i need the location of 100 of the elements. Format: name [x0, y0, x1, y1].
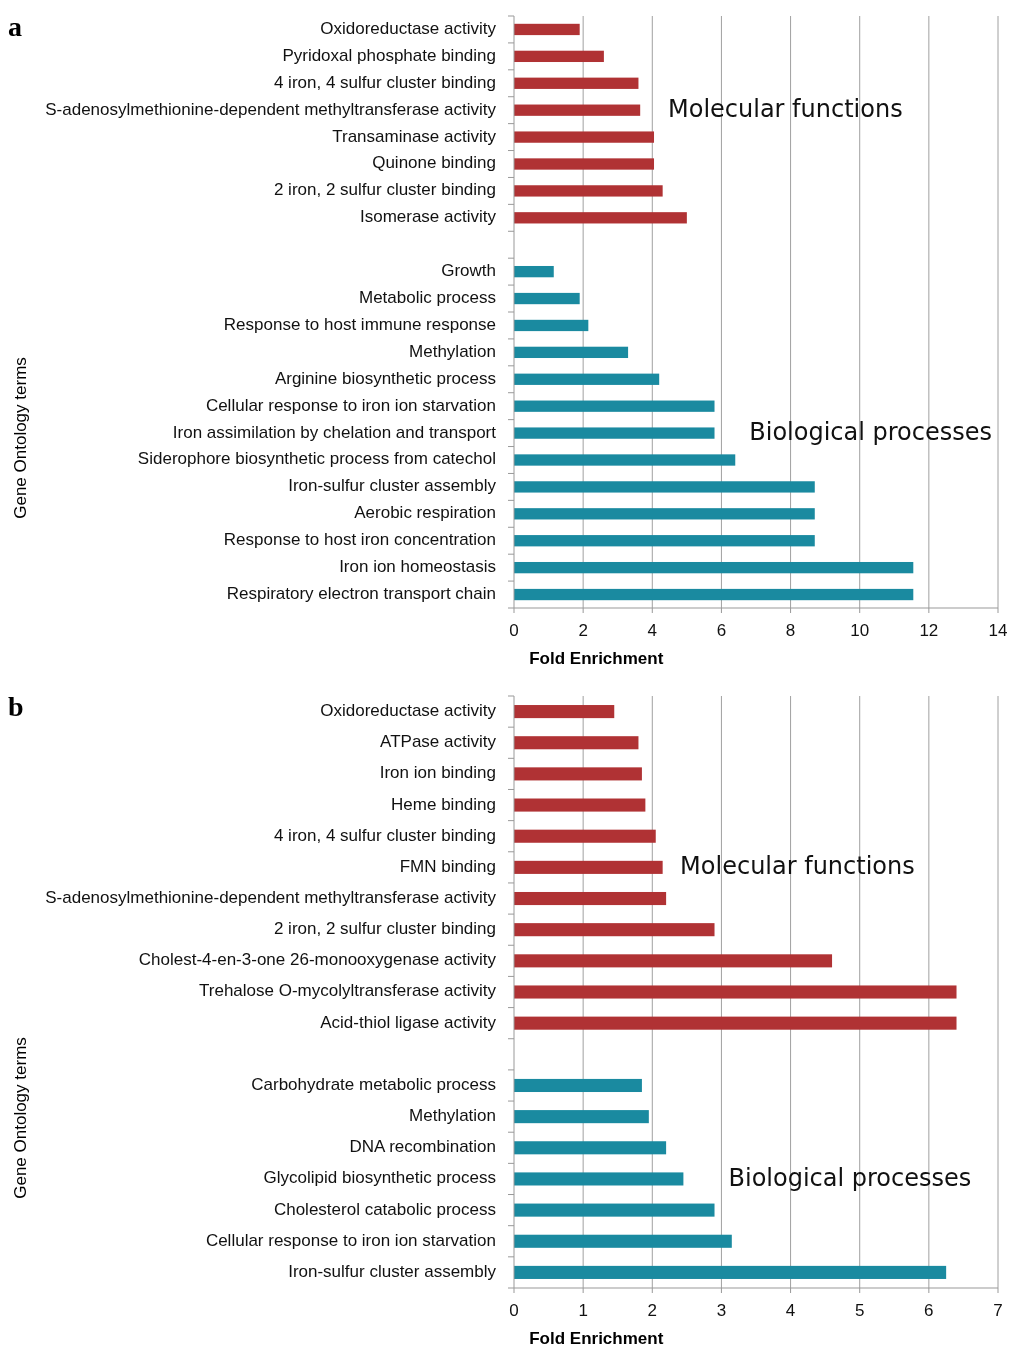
y-tick-label: Pyridoxal phosphate binding: [282, 45, 496, 65]
y-tick-label: Growth: [441, 261, 496, 281]
x-tick-label: 6: [716, 621, 727, 640]
bar: [514, 346, 629, 359]
y-tick-label: Oxidoreductase activity: [320, 701, 497, 721]
bar: [514, 77, 639, 89]
bar: [514, 185, 663, 197]
y-tick-label: Siderophore biosynthetic process from catechol: [137, 449, 496, 469]
x-tick-label: 8: [785, 621, 796, 640]
bar: [514, 923, 715, 937]
x-axis-title: Fold Enrichment: [529, 1329, 664, 1348]
y-tick-label: Carbohydrate metabolic process: [251, 1074, 496, 1094]
y-tick-label: Transaminase activity: [332, 126, 497, 146]
series-label: Biological processes: [749, 418, 993, 447]
y-tick-label: 2 iron, 2 sulfur cluster binding: [273, 180, 496, 200]
bar: [514, 860, 663, 874]
bar: [514, 1172, 684, 1186]
bar: [514, 1141, 667, 1155]
x-tick-label: 4: [647, 621, 658, 640]
text: a: [8, 11, 22, 42]
y-tick-label: ATPase activity: [380, 732, 497, 752]
bar: [514, 1234, 732, 1248]
bar: [514, 798, 646, 812]
x-tick-label: 1: [578, 1301, 588, 1320]
bar: [514, 158, 655, 170]
y-tick-label: DNA recombination: [349, 1137, 496, 1157]
y-tick-label: 4 iron, 4 sulfur cluster binding: [273, 825, 496, 845]
x-tick-label: 14: [988, 621, 1008, 640]
bar: [514, 104, 641, 116]
bar: [514, 561, 914, 574]
bar: [514, 1078, 642, 1093]
bar: [514, 400, 715, 412]
y-tick-label: Iron assimilation by chelation and transport: [172, 422, 497, 442]
y-tick-label: Metabolic process: [358, 288, 496, 308]
y-tick-label: Iron ion homeostasis: [339, 557, 496, 577]
bar: [514, 535, 815, 547]
text: b: [8, 691, 24, 722]
y-tick-label: Methylation: [409, 1106, 496, 1126]
x-tick-label: 12: [919, 621, 939, 640]
y-tick-label: Respiratory electron transport chain: [226, 584, 496, 604]
bar: [514, 1265, 947, 1279]
bar: [514, 481, 815, 493]
y-tick-label: Aerobic respiration: [354, 503, 496, 523]
bar: [514, 1016, 957, 1030]
y-tick-label: Glycolipid biosynthetic process: [263, 1168, 496, 1188]
y-tick-label: Methylation: [409, 341, 496, 361]
y-tick-label: Cellular response to iron ion starvation: [205, 395, 496, 415]
bar: [514, 50, 604, 63]
x-tick-label: 5: [854, 1301, 865, 1320]
y-tick-label: Cholesterol catabolic process: [273, 1199, 496, 1219]
bar: [514, 954, 833, 968]
bar: [514, 373, 660, 385]
x-tick-label: 2: [578, 621, 588, 640]
bar: [514, 736, 639, 750]
y-tick-label: Heme binding: [391, 794, 496, 814]
y-tick-label: 4 iron, 4 sulfur cluster binding: [273, 72, 496, 92]
series-label: Molecular functions: [680, 852, 915, 881]
y-tick-label: Cholest-4-en-3-one 26-monooxygenase activity: [138, 950, 497, 970]
y-tick-label: FMN binding: [399, 856, 496, 876]
y-tick-label: Quinone binding: [372, 153, 496, 173]
y-tick-label: Response to host iron concentration: [223, 530, 496, 550]
series-label: Molecular functions: [668, 95, 903, 124]
y-tick-label: Iron-sulfur cluster assembly: [288, 476, 497, 496]
bar: [514, 292, 580, 305]
bar: [514, 265, 554, 278]
y-tick-label: Iron-sulfur cluster assembly: [288, 1261, 497, 1281]
bar: [514, 985, 957, 999]
y-axis-title: Gene Ontology terms: [11, 1037, 30, 1199]
x-axis-title: Fold Enrichment: [529, 649, 664, 668]
bar: [514, 829, 656, 843]
bar: [514, 23, 580, 36]
bar: [514, 131, 655, 143]
y-tick-label: Cellular response to iron ion starvation: [205, 1230, 496, 1250]
x-tick-label: 10: [850, 621, 870, 640]
bar: [514, 767, 642, 781]
bar: [514, 588, 914, 601]
bar: [514, 508, 815, 520]
bar: [514, 454, 736, 466]
y-tick-label: 2 iron, 2 sulfur cluster binding: [273, 919, 496, 939]
y-axis-title: Gene Ontology terms: [11, 357, 30, 519]
bar: [514, 1110, 649, 1124]
x-tick-label: 0: [509, 621, 519, 640]
y-tick-label: Response to host immune response: [223, 314, 496, 334]
bar: [514, 891, 667, 906]
x-tick-label: 7: [993, 1301, 1003, 1320]
y-tick-label: S-adenosylmethionine-dependent methyltransferase activity: [45, 888, 497, 908]
x-tick-label: 2: [647, 1301, 658, 1320]
y-tick-label: Acid-thiol ligase activity: [320, 1012, 497, 1032]
bar: [514, 212, 687, 224]
x-tick-label: 4: [785, 1301, 796, 1320]
x-tick-label: 3: [716, 1301, 727, 1320]
x-tick-label: 6: [924, 1301, 934, 1320]
y-tick-label: S-adenosylmethionine-dependent methyltransferase activity: [45, 99, 497, 119]
y-tick-label: Isomerase activity: [359, 207, 497, 227]
y-tick-label: Iron ion binding: [379, 763, 496, 783]
bar: [514, 1203, 715, 1217]
y-tick-label: Trehalose O-mycolyltransferase activity: [199, 981, 497, 1001]
bar: [514, 319, 589, 332]
y-tick-label: Arginine biosynthetic process: [274, 368, 496, 388]
y-tick-label: Oxidoreductase activity: [320, 18, 497, 38]
